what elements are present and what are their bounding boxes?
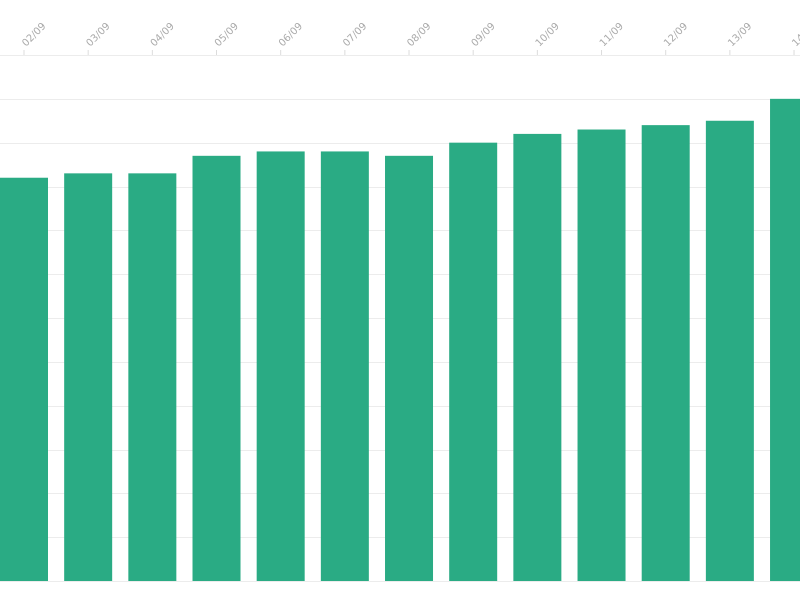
bar bbox=[385, 155, 434, 582]
x-tick-label: 04/09 bbox=[149, 21, 177, 49]
bar bbox=[320, 151, 369, 581]
bar bbox=[770, 98, 800, 581]
bar bbox=[705, 120, 754, 581]
x-tick-label: 13/09 bbox=[726, 21, 754, 49]
x-tick-label: 02/09 bbox=[20, 21, 48, 49]
x-tick-label: 14/09 bbox=[790, 21, 800, 49]
x-tick-label: 06/09 bbox=[277, 21, 305, 49]
bar bbox=[513, 133, 562, 581]
bar bbox=[0, 177, 48, 581]
x-tick-label: 08/09 bbox=[405, 21, 433, 49]
x-tick-label: 12/09 bbox=[662, 21, 690, 49]
x-tick-label: 07/09 bbox=[341, 21, 369, 49]
x-tick-label: 11/09 bbox=[598, 21, 626, 49]
bar bbox=[256, 151, 305, 581]
bar bbox=[128, 173, 177, 581]
x-tick-label: 10/09 bbox=[534, 21, 562, 49]
bar bbox=[641, 125, 690, 581]
x-tick-label: 05/09 bbox=[213, 21, 241, 49]
bar bbox=[577, 129, 626, 581]
x-tick-label: 09/09 bbox=[470, 21, 498, 49]
x-tick-label: 03/09 bbox=[85, 21, 113, 49]
bar bbox=[64, 173, 113, 581]
bar bbox=[192, 155, 241, 582]
bar bbox=[449, 142, 498, 581]
